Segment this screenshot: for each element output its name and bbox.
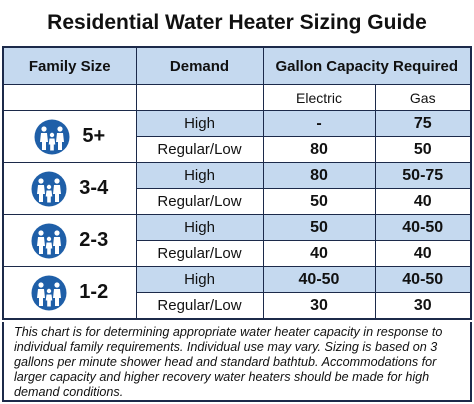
gas-cell: 40 [374,240,472,267]
family-cell: 5+ [2,110,137,163]
subheader-cell: Gas [374,84,472,111]
electric-cell: 50 [262,188,376,215]
family-group: 3-4 [4,171,136,207]
table-body: Family Size Demand Gallon Capacity Requi… [2,46,472,320]
subheader-cell: Electric [262,84,376,111]
family-icon [31,275,67,310]
subheader-row: Electric Gas [2,84,472,111]
family-cell: 2-3 [2,214,137,267]
electric-cell: 80 [262,162,376,189]
gas-cell: 30 [374,292,472,320]
family-cell: 3-4 [2,162,137,215]
header-cell: Gallon Capacity Required [262,46,472,85]
family-cell: 1-2 [2,266,137,320]
gas-cell: 75 [374,110,472,137]
family-group: 1-2 [4,275,136,311]
sizing-table: Family Size Demand Gallon Capacity Requi… [2,46,472,320]
demand-cell: High [135,214,264,241]
gas-cell: 40 [374,188,472,215]
data-row: Regular/Low 50 40 [3,188,472,215]
gas-cell: 40-50 [374,266,472,293]
demand-cell: Regular/Low [135,240,264,267]
gas-cell: 50-75 [374,162,472,189]
gas-cell: 40-50 [374,214,472,241]
demand-cell: Regular/Low [135,136,264,163]
electric-cell: 40-50 [262,266,376,293]
demand-cell: Regular/Low [135,188,264,215]
family-size: 1-2 [79,281,109,303]
family-group: 2-3 [4,223,136,259]
empty-cell [2,84,137,111]
header-cell: Demand [135,46,264,85]
data-row: 2-3 High 50 40-50 [2,214,472,267]
header-cell: Family Size [2,46,137,85]
electric-cell: 50 [262,214,376,241]
data-row: Regular/Low 80 50 [3,136,472,163]
demand-cell: High [135,162,264,189]
family-size: 3-4 [79,177,109,199]
gas-cell: 50 [374,136,472,163]
family-icon [31,171,67,206]
data-row: 5+ High -75 [2,110,472,163]
demand-cell: High [135,266,264,293]
data-row: Regular/Low 30 30 [3,292,472,320]
demand-cell: Regular/Low [135,292,264,320]
data-row: 3-4 High 80 50-75 [2,162,472,215]
electric-cell: 30 [262,292,376,320]
family-group: 5+ [4,119,136,155]
family-icon [31,223,67,258]
family-size: 5+ [82,125,106,147]
empty-cell [135,84,264,111]
demand-cell: High [135,110,264,137]
family-size: 2-3 [79,229,109,251]
electric-cell: 80 [262,136,376,163]
header-row: Family Size Demand Gallon Capacity Requi… [2,46,472,85]
electric-cell: - [262,110,376,137]
electric-cell: 40 [262,240,376,267]
data-row: 1-2 High 40-50 40-50 [2,266,472,320]
title: Residential Water Heater Sizing Guide [47,11,427,34]
footnote: This chart is for determining appropriat… [2,322,472,402]
data-row: Regular/Low 40 40 [3,240,472,267]
family-icon [34,119,70,154]
